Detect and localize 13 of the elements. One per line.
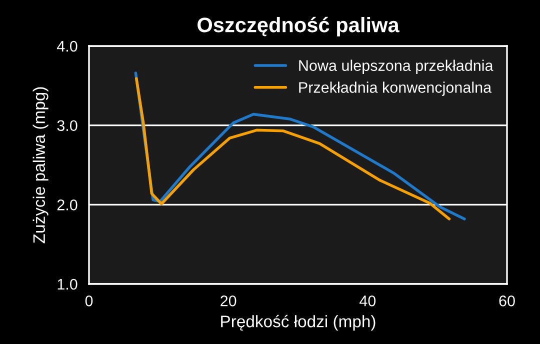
chart-title: Oszczędność paliwa bbox=[198, 16, 400, 36]
y-tick-label: 1.0 bbox=[58, 278, 78, 290]
x-tick-label: 40 bbox=[360, 296, 376, 306]
legend-label: Przekładnia konwencjonalna bbox=[299, 82, 492, 96]
y-tick-label: 3.0 bbox=[57, 120, 78, 132]
y-axis-title: Zużycie paliwa (mpg) bbox=[32, 87, 48, 244]
x-tick-label: 60 bbox=[499, 296, 515, 306]
y-tick-label: 4.0 bbox=[57, 40, 78, 52]
x-axis-title: Prędkość łodzi (mph) bbox=[221, 314, 376, 331]
x-tick-label: 0 bbox=[85, 296, 93, 306]
y-tick-label: 2.0 bbox=[57, 200, 78, 210]
legend-label: Nowa ulepszona przekładnia bbox=[299, 60, 494, 74]
x-tick-label: 20 bbox=[220, 296, 236, 306]
